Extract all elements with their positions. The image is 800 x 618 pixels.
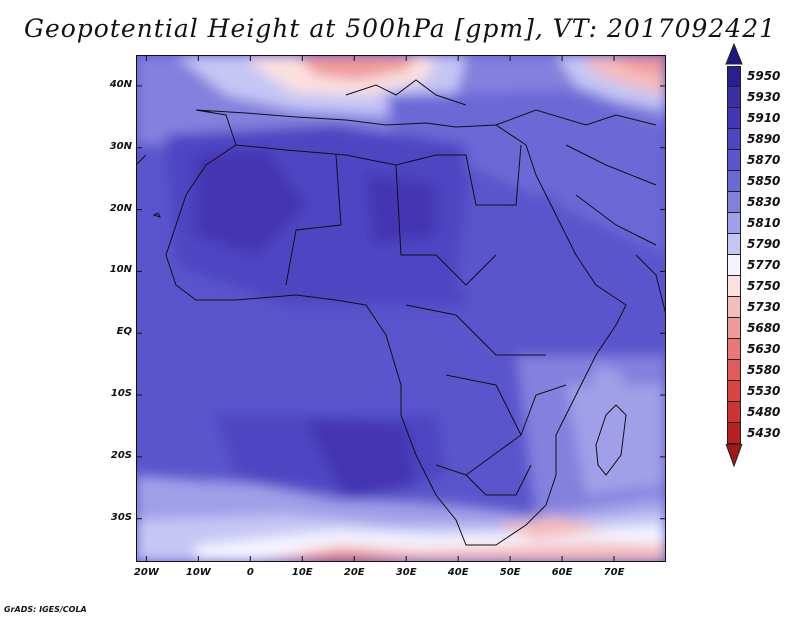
colorbar-level: 5770 [727, 255, 781, 276]
colorbar-label: 5730 [747, 300, 781, 314]
colorbar-swatch [727, 213, 741, 234]
colorbar-swatch [727, 171, 741, 192]
colorbar-swatch [727, 276, 741, 297]
grads-credit: GrADS: IGES/COLA [4, 605, 87, 614]
colorbar-label: 5850 [747, 174, 781, 188]
colorbar-label: 5680 [747, 321, 781, 335]
longitude-label: 60E [551, 567, 573, 578]
longitude-label: 20E [343, 567, 365, 578]
colorbar-label: 5580 [747, 363, 781, 377]
colorbar-swatch [727, 339, 741, 360]
colorbar-swatch [727, 234, 741, 255]
colorbar-label: 5770 [747, 258, 781, 272]
colorbar-swatch [727, 150, 741, 171]
colorbar-level: 5950 [727, 66, 781, 87]
colorbar-label: 5750 [747, 279, 781, 293]
colorbar-swatch [727, 381, 741, 402]
colorbar-label: 5950 [747, 69, 781, 83]
longitude-label: 50E [499, 567, 521, 578]
colorbar: 5950 5930 5910 5890 5870 5850 5830 5810 5790 5770… [725, 42, 787, 556]
colorbar-swatch [727, 108, 741, 129]
colorbar-swatch [727, 129, 741, 150]
colorbar-level: 5830 [727, 192, 781, 213]
colorbar-level: 5890 [727, 129, 781, 150]
latitude-label: 30S [110, 511, 132, 523]
height-field [136, 55, 666, 562]
longitude-label: 10W [185, 567, 211, 578]
axis-ticks [136, 55, 666, 562]
colorbar-level: 5480 [727, 402, 781, 423]
colorbar-label: 5930 [747, 90, 781, 104]
colorbar-label: 5830 [747, 195, 781, 209]
colorbar-level: 5430 [727, 423, 781, 444]
colorbar-label: 5630 [747, 342, 781, 356]
colorbar-label: 5890 [747, 132, 781, 146]
latitude-label: 10S [110, 388, 132, 400]
longitude-label: 30E [395, 567, 417, 578]
colorbar-level: 5750 [727, 276, 781, 297]
map-panel [136, 55, 666, 562]
latitude-label: 40N [109, 78, 132, 90]
latitude-label: EQ [116, 326, 132, 338]
colorbar-level: 5870 [727, 150, 781, 171]
colorbar-level: 5730 [727, 297, 781, 318]
colorbar-level: 5810 [727, 213, 781, 234]
map-frame [136, 55, 666, 562]
longitude-label: 70E [603, 567, 625, 578]
longitude-label: 40E [447, 567, 469, 578]
colorbar-level: 5910 [727, 108, 781, 129]
longitude-label: 0 [246, 567, 254, 578]
map-title: Geopotential Height at 500hPa [gpm], VT:… [23, 14, 777, 43]
colorbar-swatch [727, 402, 741, 423]
colorbar-level: 5850 [727, 171, 781, 192]
colorbar-level: 5630 [727, 339, 781, 360]
colorbar-label: 5810 [747, 216, 781, 230]
colorbar-level: 5580 [727, 360, 781, 381]
contour-map [136, 55, 666, 562]
colorbar-bottom-arrow [725, 444, 743, 468]
colorbar-label: 5480 [747, 405, 781, 419]
colorbar-label: 5530 [747, 384, 781, 398]
colorbar-label: 5870 [747, 153, 781, 167]
colorbar-swatch [727, 87, 741, 108]
latitude-label: 10N [109, 264, 132, 276]
colorbar-level: 5680 [727, 318, 781, 339]
longitude-label: 20W [133, 567, 159, 578]
coastline-outline [136, 79, 666, 546]
colorbar-label: 5790 [747, 237, 781, 251]
colorbar-swatch [727, 318, 741, 339]
colorbar-swatch [727, 255, 741, 276]
colorbar-swatch [727, 192, 741, 213]
latitude-label: 20S [110, 449, 132, 461]
colorbar-swatch [727, 423, 741, 444]
colorbar-level: 5790 [727, 234, 781, 255]
longitude-label: 10E [291, 567, 313, 578]
colorbar-label: 5430 [747, 426, 781, 440]
colorbar-swatch [727, 66, 741, 87]
latitude-label: 20N [109, 202, 132, 214]
colorbar-swatch [727, 360, 741, 381]
colorbar-level: 5930 [727, 87, 781, 108]
colorbar-swatch [727, 297, 741, 318]
colorbar-label: 5910 [747, 111, 781, 125]
colorbar-level: 5530 [727, 381, 781, 402]
colorbar-top-arrow [725, 42, 743, 65]
latitude-label: 30N [109, 140, 132, 152]
